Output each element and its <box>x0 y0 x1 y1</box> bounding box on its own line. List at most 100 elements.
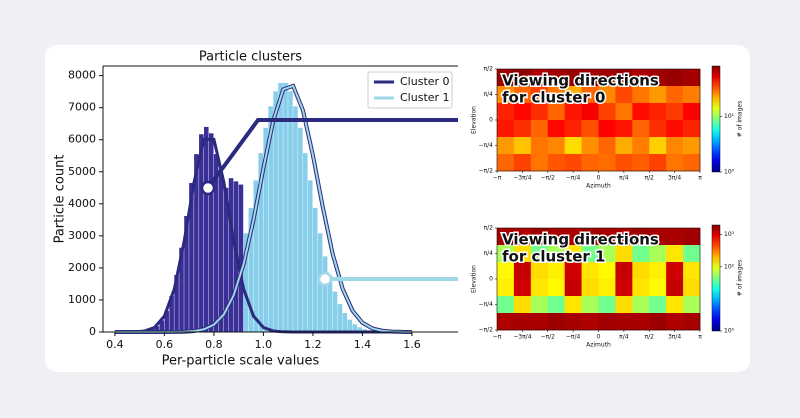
heatmap-cell <box>564 86 582 104</box>
heatmap-cell <box>615 69 633 87</box>
connector-cluster-0 <box>206 118 458 190</box>
heatmap-cell <box>683 154 701 172</box>
y-axis-label: Elevation <box>471 106 478 134</box>
heatmap-cell <box>497 86 515 104</box>
heatmap-cell <box>649 120 667 138</box>
heatmap-cell <box>615 228 633 246</box>
y-axis-label: Elevation <box>471 265 478 293</box>
heatmap-cell <box>497 279 515 297</box>
heatmap-cell <box>530 313 549 331</box>
histogram-bar <box>303 153 308 332</box>
heatmap-cell <box>513 313 532 331</box>
heatmap-cell <box>666 86 684 104</box>
heatmap-cell <box>683 228 701 246</box>
heatmap-cell <box>666 120 684 138</box>
heatmap-cell <box>547 120 565 138</box>
colorbar <box>711 65 721 173</box>
x-tick-label: π <box>698 334 702 341</box>
histogram-bar <box>283 82 288 333</box>
y-tick-label: 8000 <box>68 69 96 82</box>
x-tick-label: −π/4 <box>566 334 581 341</box>
connectors <box>200 118 458 287</box>
x-tick-label: −π <box>493 334 502 341</box>
histogram-bar <box>169 296 174 332</box>
heatmap-cell <box>497 120 515 138</box>
x-tick-label: −π/4 <box>566 175 581 182</box>
heatmap-cell <box>564 103 582 121</box>
x-tick-label: −3π/4 <box>513 334 531 341</box>
heatmap-cell <box>564 279 582 297</box>
heatmap-cell <box>649 313 667 331</box>
histogram-bar <box>307 180 313 332</box>
histogram-bar <box>293 106 298 332</box>
y-tick-label: π/4 <box>484 250 494 257</box>
heatmap-cell <box>615 245 633 263</box>
y-tick-label: 7000 <box>68 101 96 114</box>
heatmap-cell <box>564 154 582 172</box>
heatmap-cell <box>632 262 650 280</box>
overlay-title: Viewing directions <box>502 72 659 90</box>
heatmap-cell <box>598 154 616 172</box>
heatmap-cell <box>683 296 701 314</box>
x-tick-label: π <box>698 175 702 182</box>
y-tick-label: π/2 <box>484 225 494 232</box>
heatmap-cell <box>513 154 532 172</box>
x-tick-label: 0.4 <box>106 338 124 351</box>
x-tick-label: −3π/4 <box>513 175 531 182</box>
heatmap-cell <box>615 262 633 280</box>
heatmap-cell <box>564 296 582 314</box>
heatmap-cell <box>615 120 633 138</box>
x-tick-label: 0 <box>597 334 601 341</box>
y-axis-label: Particle count <box>53 155 68 244</box>
y-tick-label: 6000 <box>68 133 96 146</box>
histogram-bar <box>357 327 363 332</box>
heatmap-cell <box>632 245 650 263</box>
histogram-bar <box>228 178 234 332</box>
heatmap-cell <box>581 154 599 172</box>
histogram-bar <box>159 320 164 332</box>
heatmap-cell <box>666 262 684 280</box>
x-tick-label: 0.6 <box>156 338 174 351</box>
histogram-bar <box>332 291 338 332</box>
x-axis-label: Per-particle scale values <box>162 354 320 369</box>
colorbar-tick-label: 10⁰ <box>724 169 735 176</box>
connector-dot <box>200 180 216 196</box>
heatmap-cell <box>564 69 582 87</box>
overlay-title: for cluster 1 <box>502 248 606 266</box>
histogram-bar <box>204 126 209 332</box>
y-tick-label: 3000 <box>68 229 96 242</box>
heatmap-cell <box>497 154 515 172</box>
y-tick-label: −π/2 <box>479 168 494 175</box>
heatmap-cell <box>497 137 515 155</box>
heatmap-cell <box>598 296 616 314</box>
heatmap-cell <box>649 86 667 104</box>
x-tick-label: −π <box>493 175 502 182</box>
histogram-bar <box>189 182 194 332</box>
x-tick-label: 3π/4 <box>668 334 681 341</box>
heatmap-cell <box>581 86 599 104</box>
heatmap-cell <box>683 262 701 280</box>
heatmap-cell <box>513 137 532 155</box>
heatmap-cell <box>632 296 650 314</box>
heatmap-cell <box>530 279 549 297</box>
histogram-bar <box>248 207 254 332</box>
heatmap-cell <box>615 296 633 314</box>
heatmap-cell <box>513 69 532 87</box>
colorbar-tick-label: 10³ <box>724 231 735 238</box>
heatmap-cell <box>497 69 515 87</box>
heatmap-cell <box>598 313 616 331</box>
heatmap-cell <box>547 86 565 104</box>
x-tick-label: 1.6 <box>403 338 421 351</box>
heatmap-cell <box>547 245 565 263</box>
y-tick-label: 0 <box>489 117 493 124</box>
heatmap-cell <box>513 245 532 263</box>
heatmap-cell <box>649 296 667 314</box>
x-axis-label: Azimuth <box>586 342 611 349</box>
heatmap-cell <box>547 262 565 280</box>
heatmap-cell <box>632 313 650 331</box>
heatmap-cell <box>547 137 565 155</box>
heatmap-cell <box>598 245 616 263</box>
heatmap-cell <box>530 137 549 155</box>
x-tick-label: π/2 <box>645 334 655 341</box>
heatmap-cell <box>615 279 633 297</box>
